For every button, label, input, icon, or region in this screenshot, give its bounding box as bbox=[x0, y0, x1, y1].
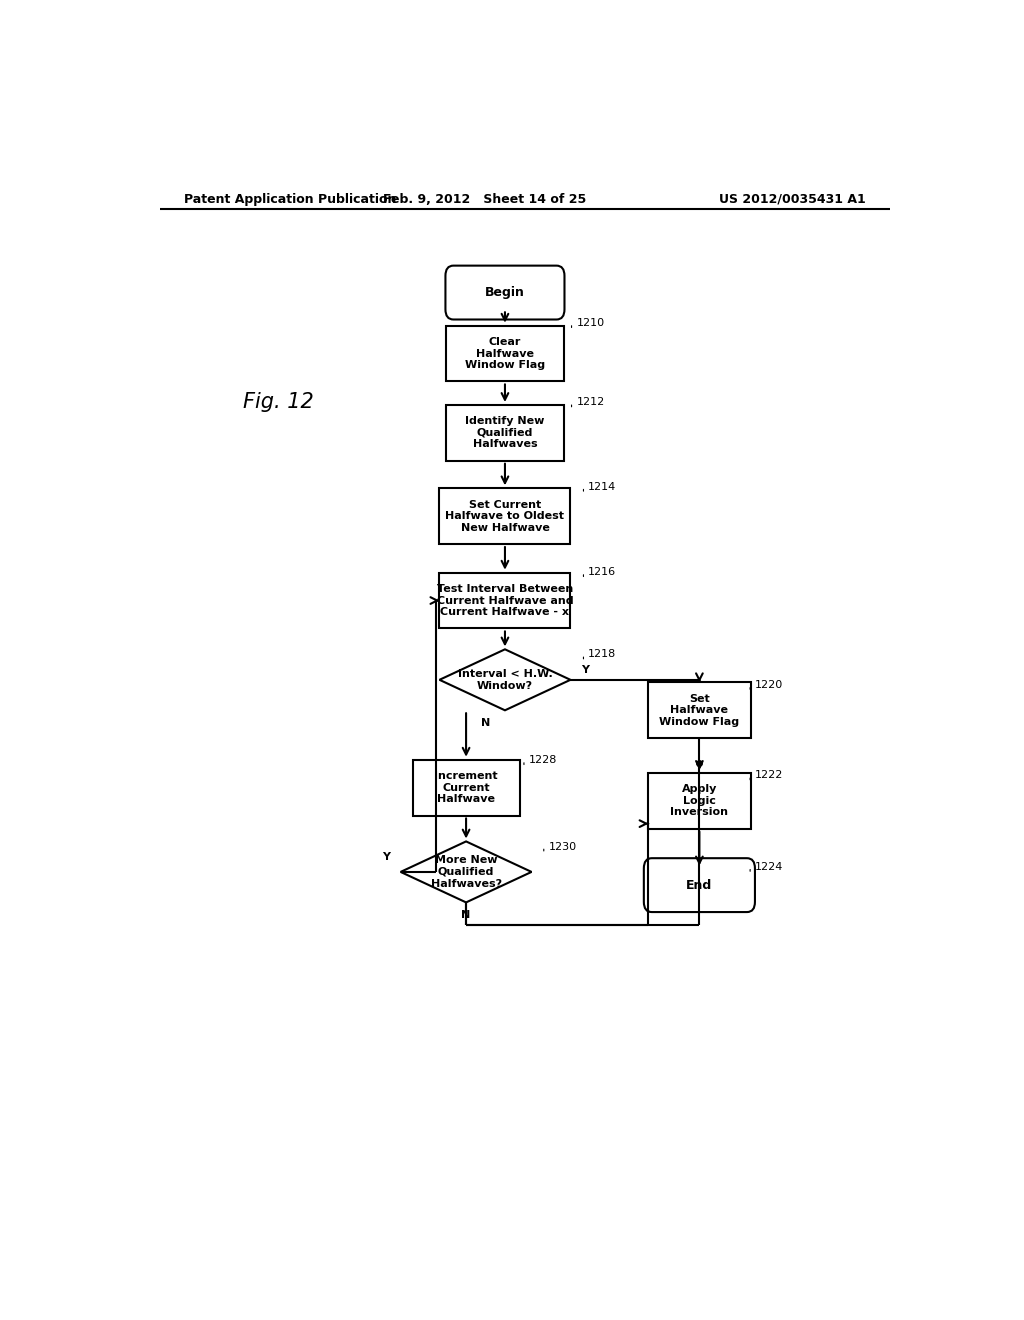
Text: End: End bbox=[686, 879, 713, 891]
Text: Patent Application Publication: Patent Application Publication bbox=[183, 193, 396, 206]
Text: More New
Qualified
Halfwaves?: More New Qualified Halfwaves? bbox=[430, 855, 502, 888]
Text: Set
Halfwave
Window Flag: Set Halfwave Window Flag bbox=[659, 694, 739, 727]
Bar bbox=[648, 772, 751, 829]
Text: Test Interval Between
Current Halfwave and
Current Halfwave - x: Test Interval Between Current Halfwave a… bbox=[436, 583, 573, 618]
Bar bbox=[648, 682, 751, 738]
Polygon shape bbox=[439, 649, 570, 710]
Text: 1214: 1214 bbox=[588, 482, 616, 492]
Text: 1218: 1218 bbox=[588, 649, 616, 660]
Text: Apply
Logic
Inversion: Apply Logic Inversion bbox=[671, 784, 728, 817]
Text: N: N bbox=[481, 718, 490, 727]
Text: Begin: Begin bbox=[485, 286, 525, 300]
Text: US 2012/0035431 A1: US 2012/0035431 A1 bbox=[719, 193, 866, 206]
Text: Identify New
Qualified
Halfwaves: Identify New Qualified Halfwaves bbox=[465, 416, 545, 449]
Text: 1216: 1216 bbox=[588, 568, 616, 577]
Text: 1228: 1228 bbox=[528, 755, 557, 766]
Bar bbox=[439, 488, 570, 544]
Text: Y: Y bbox=[581, 665, 589, 675]
Text: 1220: 1220 bbox=[755, 680, 783, 690]
Text: Interval < H.W.
Window?: Interval < H.W. Window? bbox=[458, 669, 552, 690]
Polygon shape bbox=[400, 841, 531, 903]
Bar bbox=[413, 759, 519, 816]
Text: 1212: 1212 bbox=[577, 397, 604, 408]
Bar bbox=[446, 405, 563, 461]
Text: 1222: 1222 bbox=[755, 771, 783, 780]
Text: Increment
Current
Halfwave: Increment Current Halfwave bbox=[434, 771, 498, 804]
FancyBboxPatch shape bbox=[445, 265, 564, 319]
Text: 1224: 1224 bbox=[755, 862, 783, 873]
Text: Feb. 9, 2012   Sheet 14 of 25: Feb. 9, 2012 Sheet 14 of 25 bbox=[384, 193, 587, 206]
FancyBboxPatch shape bbox=[644, 858, 755, 912]
Text: 1210: 1210 bbox=[577, 318, 604, 329]
Text: Clear
Halfwave
Window Flag: Clear Halfwave Window Flag bbox=[465, 337, 545, 370]
Bar bbox=[446, 326, 563, 381]
Bar bbox=[439, 573, 570, 628]
Text: Y: Y bbox=[382, 851, 390, 862]
Text: Set Current
Halfwave to Oldest
New Halfwave: Set Current Halfwave to Oldest New Halfw… bbox=[445, 499, 564, 533]
Text: N: N bbox=[462, 909, 471, 920]
Text: Fig. 12: Fig. 12 bbox=[244, 392, 314, 412]
Text: 1230: 1230 bbox=[549, 842, 577, 851]
